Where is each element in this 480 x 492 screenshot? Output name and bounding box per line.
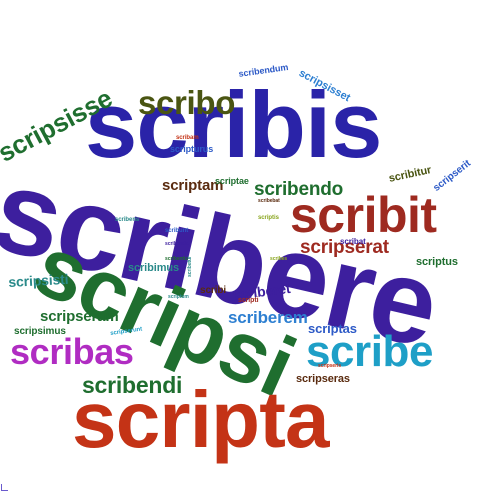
word-scribendi: scribendi xyxy=(82,372,183,398)
word-scripseris: scripseris xyxy=(318,363,342,369)
word-scriberem: scriberem xyxy=(228,308,308,327)
word-scriptus: scriptus xyxy=(416,256,458,268)
word-scripseram: scripseram xyxy=(40,308,119,325)
word-scribetur: scribetur xyxy=(187,256,193,277)
word-scribit: scribit xyxy=(290,187,437,243)
word-scriptas: scriptas xyxy=(308,321,357,336)
word-scripserit: scripserit xyxy=(431,158,473,194)
word-scribat: scribat xyxy=(340,237,366,246)
word-scribens: scribens xyxy=(115,217,140,223)
word-scribitur: scribitur xyxy=(387,164,433,185)
word-scripseras: scripseras xyxy=(296,373,350,385)
word-scribimus: scribimus xyxy=(128,262,179,274)
word-scriptis: scriptis xyxy=(258,215,279,221)
word-scribendo: scribendo xyxy=(254,179,344,200)
word-scriptum: scriptum xyxy=(168,294,189,300)
word-scribe: scribe xyxy=(306,327,433,376)
word-scripserat: scripserat xyxy=(300,237,389,258)
word-scribunt: scribunt xyxy=(165,228,189,234)
word-scribo: scribo xyxy=(138,84,236,121)
word-scribes: scribes xyxy=(270,256,288,262)
word-scribam: scribam xyxy=(176,135,199,141)
word-scribebat: scribebat xyxy=(258,198,280,204)
word-scribi: scribi xyxy=(200,285,227,296)
word-scriptae: scriptae xyxy=(215,176,249,186)
word-scribis: scribis xyxy=(85,72,382,177)
word-scripsisti: scripsisti xyxy=(7,270,69,290)
word-scribentis: scribentis xyxy=(165,256,189,262)
word-scripti: scripti xyxy=(238,297,259,304)
word-scribas: scribas xyxy=(10,331,134,372)
word-scriptam: scriptam xyxy=(162,177,224,194)
word-scripturus: scripturus xyxy=(170,144,214,154)
corner-mark xyxy=(1,484,8,491)
word-scribenda: scribenda xyxy=(165,241,189,247)
word-scripsimus: scripsimus xyxy=(14,326,66,337)
word-scripta: scripta xyxy=(72,375,330,464)
